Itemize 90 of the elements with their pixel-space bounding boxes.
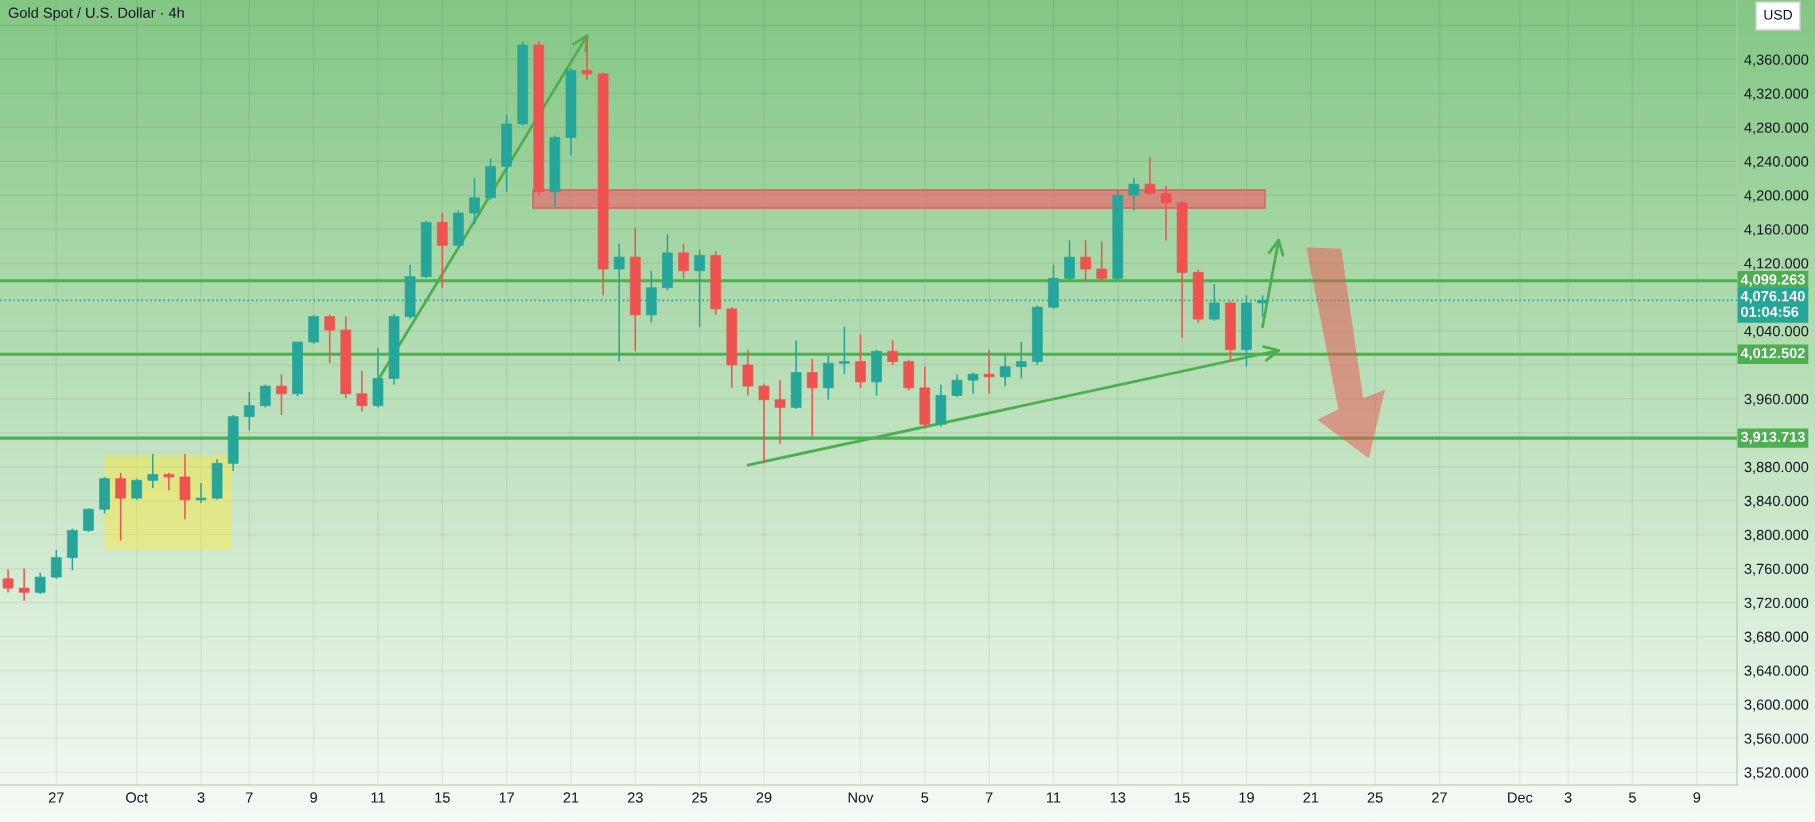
y-tick-label: 3,640.000 <box>1744 665 1809 678</box>
y-tick-label: 3,520.000 <box>1744 767 1809 780</box>
ref-line-label: 3,913.713 <box>1740 431 1805 445</box>
candlestick <box>163 471 175 492</box>
x-tick-label: 11 <box>1047 792 1061 803</box>
candlestick <box>2 568 14 594</box>
y-tick-label: 4,240.000 <box>1744 156 1809 169</box>
candlestick <box>855 333 866 389</box>
y-tick-label: 3,960.000 <box>1744 393 1809 407</box>
y-tick-label: 3,880.000 <box>1744 461 1809 474</box>
x-tick-label: Oct <box>126 792 148 803</box>
ref-line-label: 4,012.502 <box>1740 347 1805 361</box>
x-tick-label: 13 <box>1110 792 1126 803</box>
candlestick <box>243 391 255 432</box>
candlestick <box>1144 156 1156 196</box>
candlestick <box>1160 185 1172 241</box>
candlestick <box>147 453 159 489</box>
y-tick-label: 4,200.000 <box>1744 190 1809 203</box>
x-tick-label: 9 <box>1693 792 1701 803</box>
candlestick <box>887 339 898 366</box>
candlestick <box>18 567 30 602</box>
candlestick <box>839 325 850 376</box>
y-tick-label: 4,120.000 <box>1744 258 1809 271</box>
x-tick-label: 29 <box>756 792 772 803</box>
y-tick-label: 4,280.000 <box>1744 122 1809 135</box>
candlestick <box>469 177 480 225</box>
chart-title: Gold Spot / U.S. Dollar · 4h <box>8 7 184 21</box>
x-tick-label: 19 <box>1239 792 1254 803</box>
candlestick <box>356 370 368 413</box>
x-tick-label: Nov <box>848 792 874 803</box>
candlestick <box>983 348 995 395</box>
candlestick <box>34 572 46 595</box>
candlestick <box>678 242 689 280</box>
y-tick-label: 3,680.000 <box>1744 631 1809 644</box>
y-tick-label: 4,040.000 <box>1744 326 1809 339</box>
candlestick <box>999 352 1011 387</box>
candlestick <box>774 379 786 445</box>
y-tick-label: 3,560.000 <box>1744 733 1809 746</box>
x-tick-label: 7 <box>245 792 253 803</box>
candlestick <box>260 383 271 409</box>
x-tick-label: 11 <box>371 792 385 803</box>
y-tick-label: 3,760.000 <box>1744 563 1809 576</box>
candlestick <box>131 477 143 501</box>
x-tick-label: 15 <box>435 792 450 803</box>
ref-line-label: 4,099.263 <box>1740 274 1805 287</box>
x-tick-label: 25 <box>1367 792 1383 803</box>
candlestick <box>967 371 979 395</box>
y-tick-label: 4,320.000 <box>1744 88 1809 101</box>
x-tick-label: 7 <box>985 792 993 803</box>
y-tick-label: 3,840.000 <box>1744 495 1809 508</box>
y-tick-label: 4,360.000 <box>1744 54 1809 67</box>
candlestick <box>581 36 593 81</box>
ref-line-label: 4,076.140 01:04:56 <box>1740 290 1805 317</box>
candlestick <box>951 373 963 398</box>
x-tick-label: 21 <box>563 792 579 803</box>
x-tick-label: 27 <box>1432 792 1447 803</box>
candlestick <box>758 382 770 465</box>
x-tick-label: 27 <box>48 792 64 803</box>
candlestick <box>83 507 94 533</box>
y-tick-label: 4,160.000 <box>1744 224 1809 237</box>
x-tick-label: 21 <box>1303 792 1319 803</box>
candlestick <box>50 549 62 580</box>
candlestick <box>324 314 336 364</box>
x-tick-label: 17 <box>499 792 514 803</box>
x-tick-label: 5 <box>1628 792 1636 803</box>
y-tick-label: 3,720.000 <box>1744 597 1809 610</box>
candlestick <box>195 482 207 505</box>
candlestick <box>436 212 448 289</box>
x-tick-label: 3 <box>1564 792 1572 803</box>
y-tick-label: 3,800.000 <box>1744 529 1809 542</box>
candlestick <box>1096 241 1108 281</box>
candlestick <box>276 373 287 416</box>
x-tick-label: 9 <box>310 792 317 803</box>
candlestick <box>1064 239 1075 281</box>
x-tick-label: 3 <box>197 792 205 803</box>
candlestick <box>1128 177 1140 212</box>
candlestick <box>179 453 191 521</box>
candlestick <box>806 358 818 437</box>
x-tick-label: Dec <box>1508 792 1533 803</box>
y-tick-label: 3,600.000 <box>1744 699 1809 712</box>
candlestick <box>115 471 126 542</box>
text: USD <box>1764 9 1792 20</box>
candlestick <box>742 348 754 397</box>
x-tick-label: 15 <box>1175 792 1190 803</box>
x-tick-label: 5 <box>921 792 929 803</box>
x-tick-label: 23 <box>627 792 643 803</box>
candlestick <box>1015 341 1027 380</box>
x-tick-label: 25 <box>692 792 708 803</box>
candlestick <box>1080 239 1091 283</box>
candlestick <box>613 242 625 363</box>
